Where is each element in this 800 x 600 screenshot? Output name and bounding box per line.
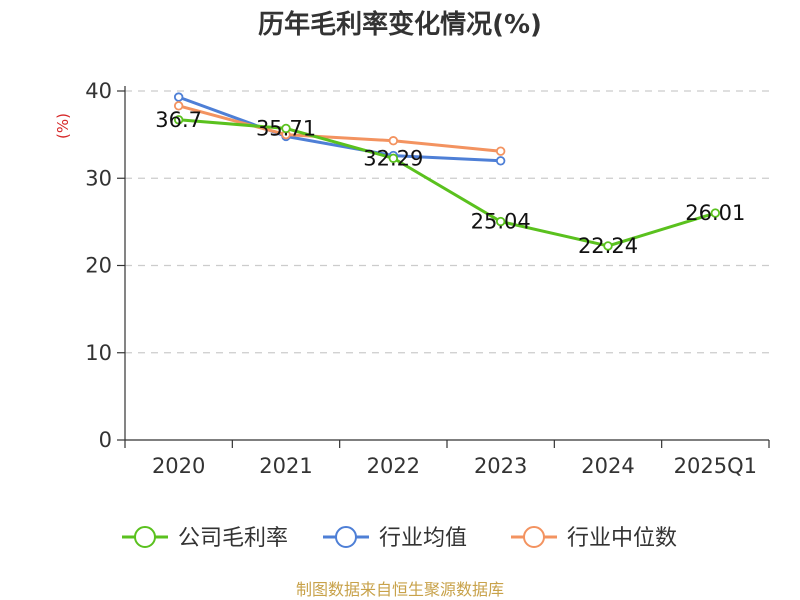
axes (117, 86, 770, 448)
x-tick-label-2022: 2022 (367, 454, 420, 478)
data-labels: 36.7 35.71 32.29 25.04 22.24 26.01 (155, 108, 745, 258)
gridlines (125, 90, 769, 354)
series-2-point-3 (495, 146, 506, 156)
data-label-1: 35.71 (256, 116, 316, 140)
y-tick-label-30: 30 (85, 166, 112, 190)
legend-item-0: 公司毛利率 (122, 526, 288, 551)
x-tick-label-2023: 2023 (474, 454, 527, 478)
series-0-point-3 (495, 216, 506, 227)
y-tick-label-20: 20 (85, 254, 112, 278)
series-0-point-2 (388, 153, 399, 163)
series-1-point-3 (495, 156, 506, 166)
series-0-point-1 (281, 123, 291, 134)
legend-marker-2 (523, 526, 545, 548)
legend-marker-0 (134, 526, 156, 548)
series-line-2 (177, 104, 503, 153)
legend-label-1: 行业均值 (379, 526, 467, 551)
y-tick-label-10: 10 (85, 341, 112, 365)
y-tick-labels: 0 10 20 30 40 (85, 79, 112, 452)
x-tick-label-2020: 2020 (152, 454, 205, 478)
series-2 (173, 101, 506, 156)
y-tick-label-0: 0 (99, 428, 112, 452)
series-0 (173, 115, 721, 251)
series-layer (173, 92, 721, 251)
series-2-point-0 (173, 101, 184, 111)
x-tick-labels: 2020 2021 2022 2023 2024 2025Q1 (152, 454, 757, 478)
data-label-0: 36.7 (155, 108, 202, 132)
chart-title: 历年毛利率变化情况(%) (258, 9, 542, 40)
source-note: 制图数据来自恒生聚源数据库 (296, 580, 504, 599)
y-axis-unit: (%) (54, 113, 72, 139)
data-label-3: 25.04 (471, 210, 531, 234)
series-0-point-5 (710, 208, 721, 218)
series-0-point-4 (603, 241, 613, 251)
data-label-2: 32.29 (363, 146, 423, 170)
x-tick-label-2025Q1: 2025Q1 (674, 454, 757, 478)
legend-marker-1 (335, 526, 357, 548)
legend-label-2: 行业中位数 (567, 526, 677, 551)
series-line-0 (177, 118, 717, 248)
data-label-5: 26.01 (685, 201, 745, 225)
series-1-point-0 (173, 92, 184, 102)
legend-item-2: 行业中位数 (511, 526, 677, 551)
legend: 公司毛利率 行业均值 行业中位数 (122, 526, 677, 551)
series-line-1 (177, 95, 503, 163)
series-1 (173, 92, 506, 166)
legend-label-0: 公司毛利率 (178, 526, 288, 551)
series-0-point-0 (173, 115, 184, 125)
legend-item-1: 行业均值 (323, 526, 467, 551)
series-2-point-2 (388, 136, 399, 146)
x-tick-label-2021: 2021 (259, 454, 312, 478)
data-label-4: 22.24 (578, 234, 638, 258)
x-tick-label-2024: 2024 (581, 454, 634, 478)
y-tick-label-40: 40 (85, 79, 112, 103)
